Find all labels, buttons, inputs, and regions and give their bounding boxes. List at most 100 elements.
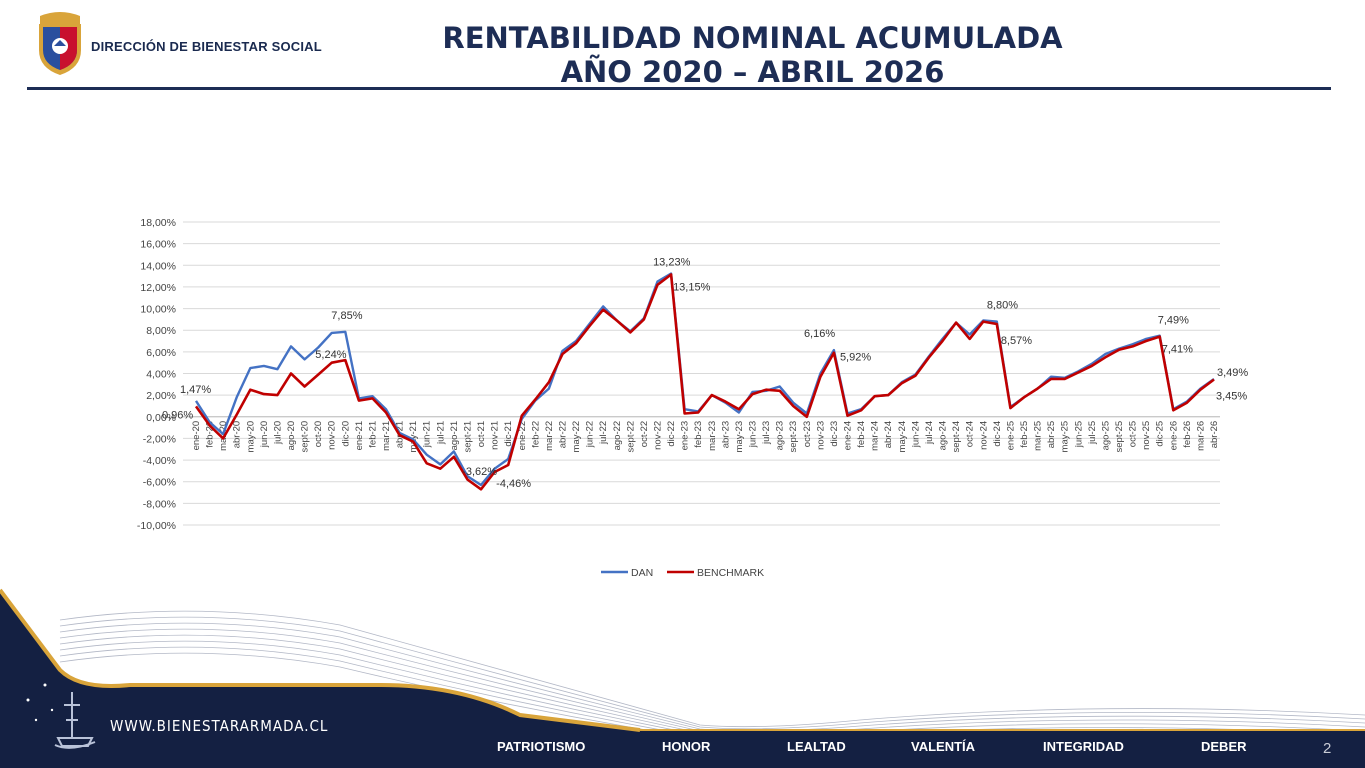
x-axis-ticks: ene-20 feb-20 mar-20 abr-20 may-20 jun-20 jul-… [191,421,1220,453]
data-label-dan: 1,47% [180,384,211,396]
x-tick-label: feb-22 [530,421,541,448]
data-label-benchmark: 8,57% [1001,335,1032,347]
grid-lines [183,221,1220,526]
y-tick-label: -2,00% [143,433,176,445]
y-tick-label: -8,00% [143,498,176,510]
x-tick-label: dic-23 [829,421,840,447]
x-tick-label: mar-22 [544,421,555,451]
data-label-benchmark: 5,24% [315,349,346,361]
x-tick-label: abr-22 [557,421,568,448]
y-tick-label: 4,00% [146,369,176,381]
data-label-dan: 7,85% [331,310,362,322]
x-tick-label: jul-20 [272,421,283,445]
x-tick-label: ago-22 [612,421,623,451]
x-tick-label: jun-22 [585,421,596,448]
y-tick-label: 18,00% [140,217,176,229]
x-tick-label: may-20 [245,421,256,453]
x-tick-label: ago-21 [449,421,460,451]
website-url: WWW.BIENESTARARMADA.CL [110,717,329,735]
x-tick-label: sept-22 [625,421,636,453]
x-tick-label: may-25 [1060,421,1071,453]
x-tick-label: ago-25 [1100,421,1111,451]
footer-wave-decoration [0,588,1365,768]
x-tick-label: jun-24 [910,421,921,448]
y-axis-ticks: -10,00% -8,00% -6,00% -4,00% -2,00% 0,00% 2,00… [137,217,176,532]
data-label-benchmark: 5,92% [840,352,871,364]
x-tick-label: jun-23 [748,421,759,448]
x-tick-label: dic-20 [340,421,351,447]
x-tick-label: oct-21 [476,421,487,447]
y-tick-label: 8,00% [146,325,176,337]
x-tick-label: abr-26 [1209,421,1220,448]
x-tick-label: abr-25 [1046,421,1057,448]
x-tick-label: feb-20 [205,421,216,448]
x-tick-label: jul-21 [435,421,446,445]
x-tick-label: ene-26 [1168,421,1179,451]
x-tick-label: jul-23 [761,421,772,445]
x-tick-label: dic-22 [666,421,677,447]
x-tick-label: oct-24 [965,421,976,447]
x-tick-label: jul-22 [598,421,609,445]
y-tick-label: 16,00% [140,239,176,251]
y-tick-label: -10,00% [137,520,176,532]
x-tick-label: oct-20 [313,421,324,447]
x-tick-label: dic-25 [1155,421,1166,447]
page-title-line2: AÑO 2020 – ABRIL 2026 [560,55,945,89]
x-tick-label: abr-24 [883,421,894,448]
x-tick-label: ene-23 [680,421,691,451]
returns-line-chart: -10,00% -8,00% -6,00% -4,00% -2,00% 0,00% 2,00… [137,217,1249,579]
x-tick-label: mar-26 [1195,421,1206,451]
x-tick-label: mar-21 [381,421,392,451]
x-tick-label: oct-22 [639,421,650,447]
x-tick-label: dic-21 [503,421,514,447]
y-tick-label: 14,00% [140,260,176,272]
value-valentia: VALENTÍA [911,739,976,754]
y-tick-label: 2,00% [146,390,176,402]
x-tick-label: nov-24 [978,421,989,450]
x-tick-label: may-21 [408,421,419,453]
header-divider [27,87,1331,90]
crest-logo [39,12,81,75]
x-tick-label: mar-23 [707,421,718,451]
series-lines [194,272,1215,491]
data-label-dan: 7,49% [1158,315,1189,327]
x-tick-label: ago-24 [938,421,949,451]
x-tick-label: may-23 [734,421,745,453]
y-tick-label: 12,00% [140,282,176,294]
x-tick-label: abr-20 [232,421,243,448]
x-tick-label: ago-23 [775,421,786,451]
x-tick-label: feb-23 [693,421,704,448]
value-integridad: INTEGRIDAD [1043,739,1124,754]
x-tick-label: ene-25 [1005,421,1016,451]
y-tick-label: -4,00% [143,455,176,467]
x-tick-label: sept-21 [462,421,473,453]
x-tick-label: may-22 [571,421,582,453]
y-tick-label: -6,00% [143,477,176,489]
data-label-benchmark: 0,96% [162,409,193,421]
data-label-dan: -3,62% [462,466,497,478]
x-tick-label: dic-24 [992,421,1003,447]
x-tick-label: may-24 [897,421,908,453]
page-number: 2 [1323,740,1332,757]
x-tick-label: mar-25 [1033,421,1044,451]
series-line-benchmark [194,273,1215,491]
x-tick-label: sept-23 [788,421,799,453]
x-tick-label: nov-25 [1141,421,1152,450]
x-tick-label: feb-21 [367,421,378,448]
data-label-dan: 3,49% [1217,367,1248,379]
x-tick-label: jul-25 [1087,421,1098,445]
data-label-dan: 6,16% [804,328,835,340]
x-tick-label: mar-24 [870,421,881,451]
y-tick-label: 0,00% [146,412,176,424]
x-tick-label: feb-26 [1182,421,1193,448]
data-label-benchmark: 13,15% [673,281,711,293]
data-label-dan: 13,23% [653,257,691,269]
x-tick-label: nov-21 [490,421,501,450]
value-honor: HONOR [662,739,711,754]
org-name: DIRECCIÓN DE BIENESTAR SOCIAL [91,39,322,54]
x-tick-label: nov-22 [652,421,663,450]
y-tick-label: 10,00% [140,304,176,316]
x-tick-label: oct-23 [802,421,813,447]
x-tick-label: jun-25 [1073,421,1084,448]
x-tick-label: sept-24 [951,421,962,453]
